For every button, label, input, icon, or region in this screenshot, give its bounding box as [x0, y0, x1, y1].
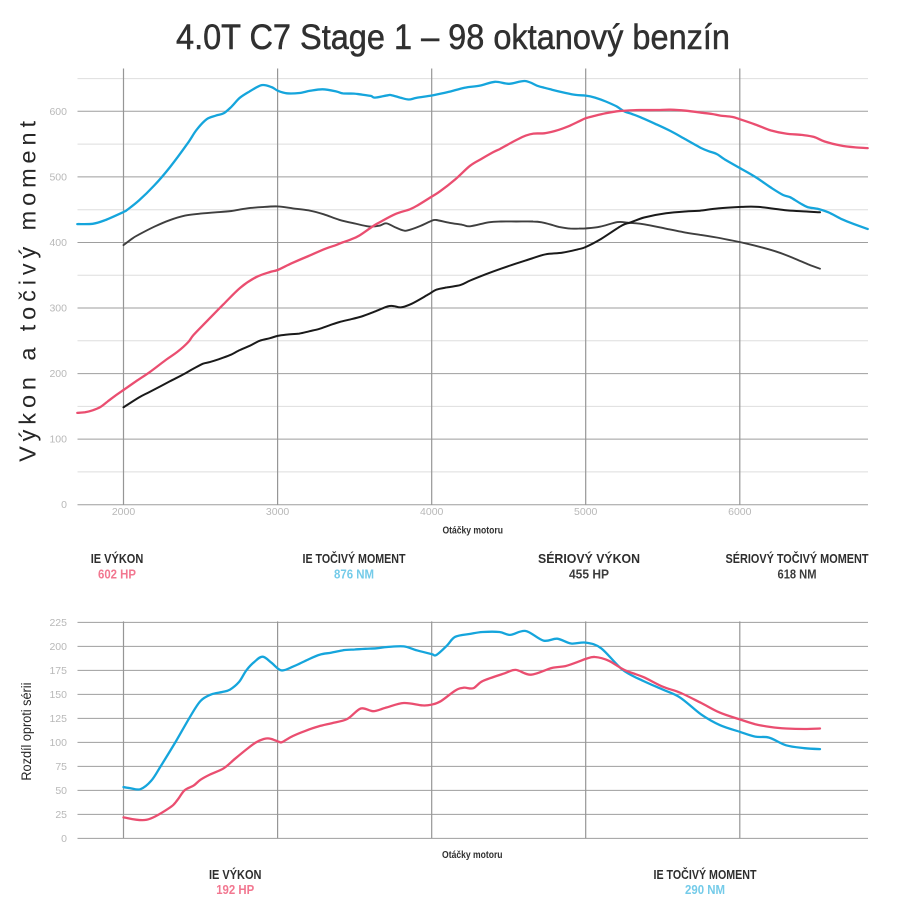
svg-text:0: 0	[61, 833, 67, 845]
svg-text:25: 25	[55, 809, 67, 821]
svg-text:150: 150	[49, 689, 67, 701]
svg-text:192 HP: 192 HP	[216, 882, 254, 897]
svg-text:Výkon a točivý moment: Výkon a točivý moment	[15, 116, 41, 462]
svg-text:400: 400	[49, 237, 67, 249]
svg-text:SÉRIOVÝ TOČIVÝ MOMENT: SÉRIOVÝ TOČIVÝ MOMENT	[726, 551, 869, 566]
svg-text:175: 175	[49, 665, 67, 677]
svg-text:0: 0	[61, 499, 67, 511]
svg-text:Otáčky motoru: Otáčky motoru	[442, 850, 503, 861]
svg-text:2000: 2000	[112, 506, 136, 518]
svg-text:50: 50	[55, 785, 67, 797]
svg-text:225: 225	[49, 617, 67, 629]
svg-text:500: 500	[49, 171, 67, 183]
svg-text:618 NM: 618 NM	[778, 567, 817, 582]
svg-text:602 HP: 602 HP	[98, 567, 136, 582]
svg-text:290 NM: 290 NM	[685, 882, 725, 897]
svg-text:4.0T C7 Stage 1 – 98 oktanový: 4.0T C7 Stage 1 – 98 oktanový benzín	[176, 18, 730, 57]
svg-text:3000: 3000	[266, 506, 290, 518]
svg-text:100: 100	[49, 737, 67, 749]
svg-text:200: 200	[49, 368, 67, 380]
svg-text:300: 300	[49, 303, 67, 315]
svg-text:600: 600	[49, 106, 67, 118]
svg-text:6000: 6000	[728, 506, 752, 518]
svg-text:200: 200	[49, 641, 67, 653]
svg-text:SÉRIOVÝ VÝKON: SÉRIOVÝ VÝKON	[538, 551, 640, 566]
svg-text:455 HP: 455 HP	[569, 567, 609, 582]
svg-text:IE TOČIVÝ MOMENT: IE TOČIVÝ MOMENT	[654, 867, 757, 882]
svg-text:100: 100	[49, 434, 67, 446]
svg-text:IE VÝKON: IE VÝKON	[91, 551, 144, 566]
svg-text:Rozdíl oproti sérii: Rozdíl oproti sérii	[19, 683, 34, 781]
svg-text:Otáčky motoru: Otáčky motoru	[442, 526, 503, 537]
svg-text:4000: 4000	[420, 506, 444, 518]
svg-text:5000: 5000	[574, 506, 598, 518]
svg-text:125: 125	[49, 713, 67, 725]
svg-text:876 NM: 876 NM	[334, 567, 374, 582]
svg-text:75: 75	[55, 761, 67, 773]
svg-text:IE TOČIVÝ MOMENT: IE TOČIVÝ MOMENT	[303, 551, 406, 566]
svg-text:IE VÝKON: IE VÝKON	[209, 867, 262, 882]
